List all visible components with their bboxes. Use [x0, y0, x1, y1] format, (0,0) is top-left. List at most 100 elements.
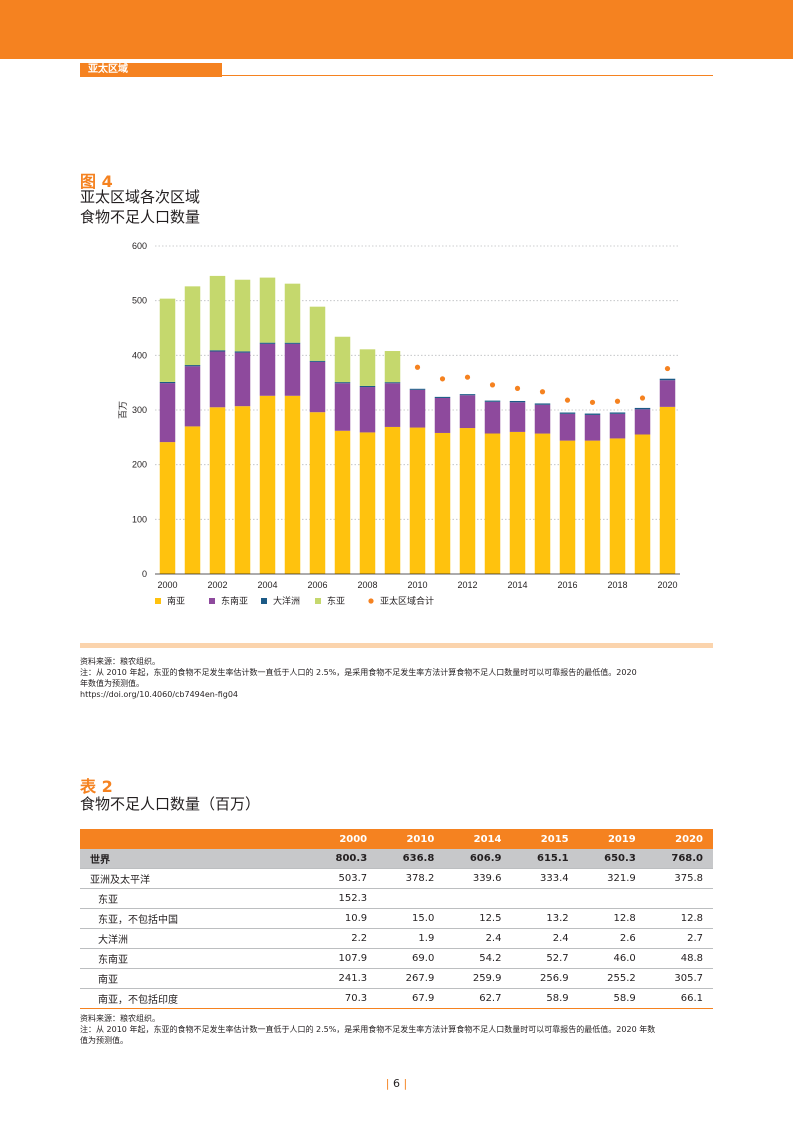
cell: 58.9 — [511, 988, 579, 1009]
row-name: 南亚，不包括印度 — [80, 988, 310, 1009]
cell: 69.0 — [377, 948, 445, 969]
bar-segment — [259, 395, 276, 574]
bar-segment — [434, 396, 451, 398]
column-header: 2015 — [511, 829, 579, 849]
bar-segment — [184, 426, 201, 574]
bar-segment — [209, 407, 226, 574]
table-row: 南亚，不包括印度 70.3 67.9 62.7 58.9 58.9 66.1 — [80, 988, 713, 1009]
row-name: 亚洲及太平洋 — [80, 868, 310, 889]
legend-label: 东南亚 — [221, 595, 248, 607]
figure-doi-link[interactable]: https://doi.org/10.4060/cb7494en-fig04 — [80, 690, 239, 699]
bar-segment — [509, 402, 526, 432]
header-rule — [80, 75, 713, 76]
bar-segment — [259, 343, 276, 396]
row-name: 东南亚 — [80, 948, 310, 969]
figure-title-line2: 食物不足人口数量 — [80, 208, 201, 226]
bar-segment — [409, 388, 426, 390]
total-point — [639, 395, 646, 401]
bar-segment — [409, 389, 426, 428]
x-tick-label: 2014 — [507, 580, 527, 590]
bar-segment — [159, 383, 176, 443]
bar-segment — [409, 427, 426, 574]
cell: 107.9 — [310, 948, 378, 969]
legend-marker — [368, 598, 374, 604]
y-tick-label: 100 — [132, 514, 147, 524]
total-point — [664, 365, 671, 372]
y-axis-label: 百万 — [118, 401, 129, 419]
y-tick-label: 0 — [142, 569, 147, 579]
y-tick-label: 600 — [132, 241, 147, 251]
cell: 67.9 — [377, 988, 445, 1009]
cell — [377, 888, 445, 909]
cell: 52.7 — [511, 948, 579, 969]
bar-segment — [659, 380, 676, 407]
bar-segment — [284, 395, 301, 574]
bar-segment — [459, 428, 476, 574]
legend-marker — [155, 598, 161, 604]
bar-segment — [634, 409, 651, 435]
cell: 58.9 — [578, 988, 646, 1009]
bar-segment — [309, 360, 326, 362]
bar-segment — [634, 407, 651, 410]
bar-segment — [159, 381, 176, 384]
bar-segment — [359, 349, 376, 386]
cell: 650.3 — [578, 849, 646, 869]
bar-segment — [334, 430, 351, 574]
bar-segment — [384, 351, 401, 383]
total-point — [489, 382, 496, 388]
cell: 241.3 — [310, 968, 378, 989]
total-point — [564, 397, 571, 403]
bar-segment — [334, 383, 351, 431]
legend-label: 大洋洲 — [273, 595, 300, 607]
bar-segment — [609, 412, 626, 414]
x-tick-label: 2016 — [557, 580, 577, 590]
cell: 152.3 — [310, 888, 378, 909]
bar-segment — [459, 395, 476, 429]
row-name: 大洋洲 — [80, 928, 310, 949]
table-label: 表 2 — [80, 777, 113, 796]
total-point — [539, 389, 546, 395]
cell: 768.0 — [645, 849, 713, 869]
cell: 333.4 — [511, 868, 579, 889]
bar-segment — [234, 351, 251, 353]
table-source: 资料来源：粮农组织。 — [80, 1014, 160, 1023]
cell: 305.7 — [645, 968, 713, 989]
cell: 256.9 — [511, 968, 579, 989]
bar-segment — [209, 275, 226, 351]
figure-title-line1: 亚太区域各次区域 — [80, 188, 201, 206]
bar-segment — [184, 286, 201, 366]
cell: 62.7 — [444, 988, 512, 1009]
y-tick-label: 200 — [132, 460, 147, 470]
cell: 503.7 — [310, 868, 378, 889]
cell: 267.9 — [377, 968, 445, 989]
bar-segment — [434, 432, 451, 574]
bar-segment — [284, 343, 301, 396]
cell: 70.3 — [310, 988, 378, 1009]
figure-note-line2: 年数值为预测值。 — [80, 679, 144, 688]
undernourished-table: 2000 2010 2014 2015 2019 2020 世界 800.3 6… — [80, 829, 713, 1009]
row-name: 南亚 — [80, 968, 310, 989]
table-note-line1: 注：从 2010 年起，东亚的食物不足发生率估计数一直低于人口的 2.5%，是采… — [80, 1025, 656, 1034]
bar-segment — [509, 431, 526, 574]
bar-segment — [509, 400, 526, 403]
bar-segment — [659, 406, 676, 574]
cell: 2.4 — [511, 928, 579, 949]
cell: 54.2 — [444, 948, 512, 969]
column-header: 2014 — [444, 829, 512, 849]
x-tick-label: 2012 — [457, 580, 477, 590]
section-separator — [80, 643, 713, 648]
page-number-divider: | — [385, 1077, 393, 1090]
cell: 2.6 — [578, 928, 646, 949]
bar-segment — [609, 413, 626, 439]
total-point — [464, 374, 471, 380]
legend-marker — [315, 598, 321, 604]
column-header: 2000 — [310, 829, 378, 849]
bar-segment — [284, 283, 301, 343]
total-point — [614, 398, 621, 404]
legend-marker — [261, 598, 267, 604]
bar-segment — [434, 397, 451, 433]
bar-segment — [384, 383, 401, 427]
figure-title: 亚太区域各次区域 食物不足人口数量 — [80, 187, 200, 227]
table-row: 亚洲及太平洋 503.7 378.2 339.6 333.4 321.9 375… — [80, 868, 713, 889]
bar-segment — [559, 413, 576, 441]
